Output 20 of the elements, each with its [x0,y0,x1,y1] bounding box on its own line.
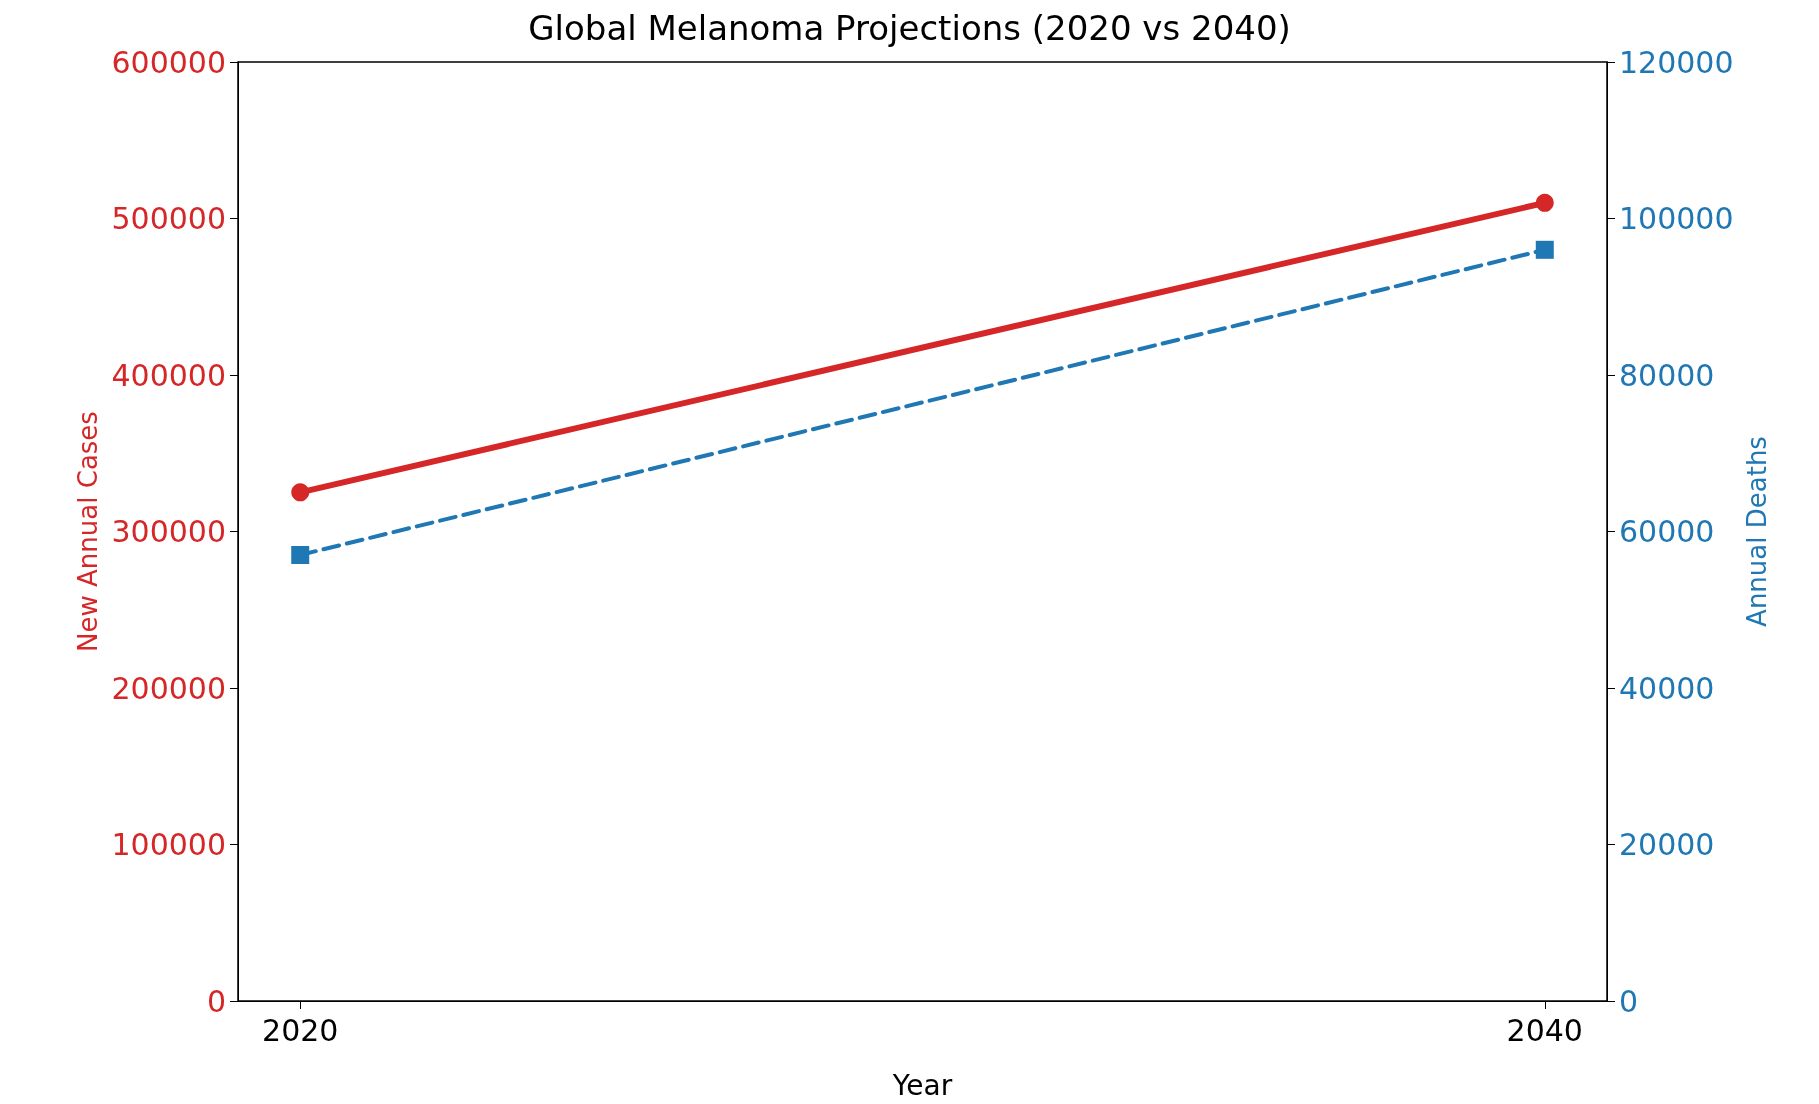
y2-tick-label: 0 [1619,983,1639,1019]
y-tick-label: 200000 [111,670,226,706]
y2-tick-label: 80000 [1619,357,1715,393]
y-tick-label: 500000 [111,201,226,236]
y2-axis-title: Annual Deaths [1742,436,1773,627]
y2-tick-label: 40000 [1619,670,1715,706]
y-tick-label: 400000 [111,357,226,393]
y2-tick-label: 60000 [1619,514,1715,549]
y-tick-label: 300000 [111,514,226,549]
x-tick-label: 2020 [262,1012,339,1048]
x-axis-title: Year [891,1068,953,1102]
y2-tick-label: 20000 [1619,827,1715,862]
y-axis-title: New Annual Cases [72,411,103,652]
chart-title: Global Melanoma Projections (2020 vs 2040) [528,8,1291,48]
y-tick-label: 100000 [111,827,226,862]
y-tick-label: 600000 [111,44,226,80]
x-tick-label: 2040 [1506,1012,1583,1048]
y2-tick-label: 120000 [1619,44,1734,80]
y-tick-label: 0 [206,983,226,1019]
y2-tick-label: 100000 [1619,201,1734,236]
